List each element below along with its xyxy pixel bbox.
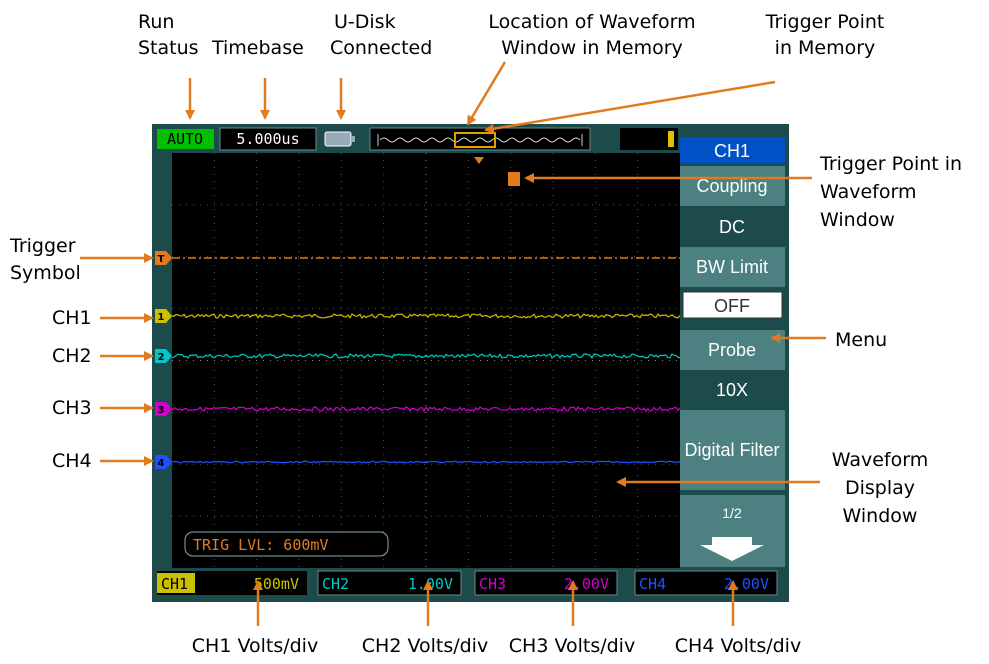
menu-item: Digital Filter (684, 440, 779, 460)
annotation-line: Trigger Point in (819, 153, 962, 175)
menu-value: OFF (714, 296, 750, 316)
annotation-line: U-Disk (334, 11, 396, 33)
annotation: CH1 (52, 307, 92, 329)
annotation: Trigger Symbol (9, 235, 81, 284)
annotation-line: Display (845, 477, 915, 499)
arrow (468, 62, 505, 124)
waveform-window (172, 153, 680, 568)
annotation-line: Location of Waveform (488, 11, 695, 33)
annotation: Run Status (138, 11, 199, 59)
trigger-mark (668, 131, 674, 147)
annotation: CH3 Volts/div (509, 635, 635, 657)
menu-page: 1/2 (722, 505, 742, 521)
channel-name: CH3 (479, 575, 506, 593)
annotation: CH2 Volts/div (362, 635, 488, 657)
annotation: CH4 Volts/div (675, 635, 801, 657)
usb-icon-tip (351, 136, 355, 142)
channel-name: CH1 (161, 575, 188, 593)
annotation-line: Trigger (9, 235, 76, 257)
marker-label: 1 (158, 312, 165, 323)
page: T1234 AUTO 5.000us CH1 Coupling DC BW Li… (0, 0, 989, 664)
channel-name: CH2 (322, 575, 349, 593)
menu-value: 10X (716, 380, 748, 400)
annotation-line: Waveform (832, 449, 928, 471)
trigger-window-marker (508, 172, 520, 186)
run-status: AUTO (167, 130, 203, 148)
diagram: T1234 AUTO 5.000us CH1 Coupling DC BW Li… (0, 0, 989, 664)
timebase: 5.000us (236, 130, 299, 148)
annotation-line: Waveform (820, 181, 916, 203)
menu-item: Probe (708, 340, 756, 360)
menu-value: DC (719, 217, 745, 237)
usb-icon (325, 132, 351, 146)
marker-label: 3 (158, 405, 165, 416)
channel-name: CH4 (639, 575, 666, 593)
annotation: CH3 (52, 397, 92, 419)
annotation-line: Trigger Point (765, 11, 885, 33)
annotation: U-Disk Connected (330, 11, 432, 59)
menu-title: CH1 (714, 141, 750, 161)
annotation-line: Window (843, 505, 918, 527)
annotation-line: Run (138, 11, 174, 33)
channel-scale: 500mV (254, 575, 299, 593)
marker-label: 4 (158, 458, 165, 469)
marker-label: 2 (158, 352, 165, 363)
channel-scale: 2.00V (724, 575, 769, 593)
annotation: Trigger Point in Memory (765, 11, 885, 59)
annotation-line: Window (820, 209, 895, 231)
annotation: Timebase (211, 37, 304, 59)
trig-level: TRIG LVL: 600mV (193, 536, 328, 554)
arrow (486, 82, 775, 130)
annotation-line: Status (138, 37, 199, 59)
annotation: Trigger Point in Waveform Window (819, 153, 962, 231)
annotation-line: Connected (330, 37, 432, 59)
menu-item: BW Limit (696, 257, 768, 277)
annotation: Waveform Display Window (832, 449, 928, 527)
annotation: CH2 (52, 345, 92, 367)
annotation-line: Symbol (10, 262, 81, 284)
annotation: Location of Waveform Window in Memory (488, 11, 695, 59)
annotation-line: Window in Memory (501, 37, 683, 59)
annotation: CH4 (52, 450, 92, 472)
channel-scale: 1.00V (408, 575, 453, 593)
annotation: CH1 Volts/div (192, 635, 318, 657)
marker-label: T (158, 254, 165, 265)
annotation: Menu (835, 329, 887, 351)
channel-scale: 2.00V (564, 575, 609, 593)
annotation-line: in Memory (775, 37, 876, 59)
